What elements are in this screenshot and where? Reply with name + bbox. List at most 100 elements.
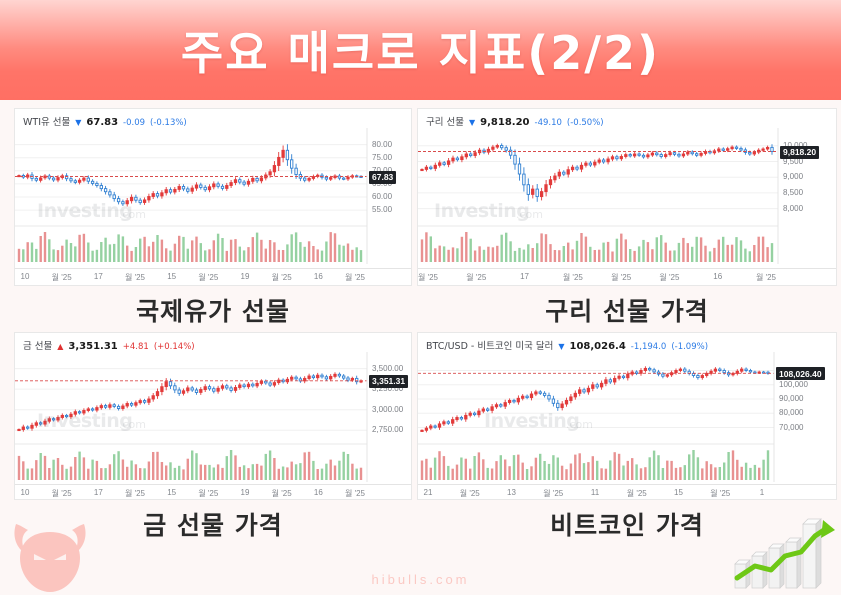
y-axis-tick-label: 70.00 xyxy=(372,166,392,175)
x-axis-tick-label: 월 '25 xyxy=(611,273,632,282)
quote-symbol: BTC/USD - 비트코인 미국 달러 xyxy=(426,341,554,352)
growth-bar-chart-icon xyxy=(734,518,835,589)
x-axis-tick-label: 월 '25 xyxy=(562,273,583,282)
panel-caption: 국제유가 선물 xyxy=(136,297,290,326)
x-axis-tick-label: 16 xyxy=(713,272,723,281)
arrow-down-icon: ▼ xyxy=(558,342,565,351)
plot-area[interactable]: Investing .com 10,0009,5009,0008,5008,00… xyxy=(418,128,836,268)
arrow-up-icon: ▲ xyxy=(57,342,64,351)
y-axis-tick-label: 90,000 xyxy=(779,394,804,403)
x-axis-tick-label: 월 '25 xyxy=(271,489,292,498)
x-axis-tick-label: 21 xyxy=(423,488,433,497)
quote-change-percent: (-0.13%) xyxy=(150,118,187,128)
quote-change: +4.81 xyxy=(122,342,149,352)
quote-change-percent: (-0.50%) xyxy=(566,118,604,128)
x-axis-tick-label: 월 '25 xyxy=(466,273,487,282)
y-axis-tick-label: 3,000.00 xyxy=(372,404,404,414)
quote-symbol: 금 선물 xyxy=(23,341,53,352)
y-axis-tick-label: 80,000 xyxy=(779,408,804,418)
arrow-down-icon: ▼ xyxy=(468,118,476,127)
y-axis-tick-label: 70,000 xyxy=(779,422,804,432)
x-axis-tick-label: 월 '25 xyxy=(417,273,439,282)
plot-area[interactable]: Investing .com 110,000100,00090,00080,00… xyxy=(418,352,836,484)
price-volume-chart xyxy=(15,352,368,482)
quote-change-percent: (-1.09%) xyxy=(671,342,709,352)
y-axis-tick-label: 2,750.00 xyxy=(372,425,404,435)
chart-card[interactable]: 구리 선물 ▼ 9,818.20 -49.10 (-0.50%) Investi… xyxy=(417,108,837,286)
x-axis-tick-label: 월 '25 xyxy=(459,489,480,498)
x-axis-tick-label: 11 xyxy=(590,488,600,497)
bull-head-logo xyxy=(14,524,86,592)
macro-indicator-grid: WTI유 선물 ▼ 67.83 -0.09 (-0.13%) Investing… xyxy=(0,104,841,574)
x-axis-tick-label: 월 '25 xyxy=(543,489,564,498)
quote-header: BTC/USD - 비트코인 미국 달러 ▼ 108,026.4 -1,194.… xyxy=(418,333,836,352)
quote-header: 구리 선물 ▼ 9,818.20 -49.10 (-0.50%) xyxy=(418,109,836,128)
chart-card[interactable]: WTI유 선물 ▼ 67.83 -0.09 (-0.13%) Investing… xyxy=(14,108,412,286)
x-axis-tick-label: 19 xyxy=(240,272,250,281)
x-axis-tick-label: 16 xyxy=(313,488,323,497)
y-axis-tick-label: 8,000 xyxy=(783,203,804,213)
x-axis-tick-label: 17 xyxy=(93,272,103,281)
panel-btc-usd: BTC/USD - 비트코인 미국 달러 ▼ 108,026.4 -1,194.… xyxy=(417,332,837,552)
x-axis-tick-label: 17 xyxy=(93,488,103,497)
x-axis-tick-label: 15 xyxy=(167,488,177,497)
x-axis-tick-label: 월 '25 xyxy=(124,489,146,498)
x-axis-tick-label: 10 xyxy=(20,488,30,497)
x-axis: 21 월 '25 13 월 '25 11 월 '25 15 월 '25 1 xyxy=(418,484,836,499)
x-axis-tick-label: 10 xyxy=(20,272,30,281)
x-axis-tick-label: 1 xyxy=(759,488,765,497)
x-axis: 10 월 '25 17 월 '25 15 월 '25 19 월 '25 16 월 '25 xyxy=(15,484,411,499)
x-axis-tick-label: 월 '25 xyxy=(344,489,366,498)
x-axis-tick-label: 월 '25 xyxy=(198,489,219,498)
x-axis-tick-label: 월 '25 xyxy=(344,273,366,282)
x-axis-tick-label: 월 '25 xyxy=(198,273,219,282)
price-volume-chart xyxy=(15,128,368,264)
x-axis-tick-label: 15 xyxy=(674,488,683,497)
quote-header: WTI유 선물 ▼ 67.83 -0.09 (-0.13%) xyxy=(15,109,411,128)
quote-change: -49.10 xyxy=(534,118,562,128)
quote-header: 금 선물 ▲ 3,351.31 +4.81 (+0.14%) xyxy=(15,333,411,352)
y-axis-tick-label: 3,500.00 xyxy=(372,363,404,373)
quote-last-price: 9,818.20 xyxy=(480,117,530,128)
x-axis-tick-label: 월 '25 xyxy=(271,273,292,282)
x-axis-tick-label: 월 '25 xyxy=(124,273,146,282)
chart-card[interactable]: BTC/USD - 비트코인 미국 달러 ▼ 108,026.4 -1,194.… xyxy=(417,332,837,500)
page-header-banner: 주요 매크로 지표(2/2) xyxy=(0,0,841,100)
quote-symbol: 구리 선물 xyxy=(426,117,464,128)
panel-caption: 구리 선물 가격 xyxy=(545,297,709,326)
plot-area[interactable]: Investing .com 3,500.00 3,250.00 3,000.00 2… xyxy=(15,352,411,484)
current-price-badge: 9,818.20 xyxy=(780,145,820,159)
price-volume-chart xyxy=(418,128,779,264)
current-price-badge: 3,351.31 xyxy=(369,374,409,388)
panel-caption: 금 선물 가격 xyxy=(143,511,283,540)
quote-change: -1,194.0 xyxy=(630,342,667,352)
price-volume-chart xyxy=(418,352,775,482)
panel-copper-futures: 구리 선물 ▼ 9,818.20 -49.10 (-0.50%) Investi… xyxy=(417,108,837,328)
y-axis-tick-label: 9,000 xyxy=(783,172,804,182)
chart-card[interactable]: 금 선물 ▲ 3,351.31 +4.81 (+0.14%) Investing… xyxy=(14,332,412,500)
quote-last-price: 67.83 xyxy=(86,117,119,128)
y-axis-tick-label: 100,000 xyxy=(779,379,808,389)
x-axis-tick-label: 월 '25 xyxy=(626,489,647,498)
y-axis-tick-label: 10,000 xyxy=(783,141,807,150)
y-axis-tick-label: 60.00 xyxy=(372,192,393,201)
x-axis-tick-label: 월 '25 xyxy=(755,273,777,282)
x-axis-tick-label: 월 '25 xyxy=(659,273,680,282)
quote-last-price: 3,351.31 xyxy=(68,341,118,352)
x-axis: 10 월 '25 17 월 '25 15 월 '25 19 월 '25 16 월 '25 xyxy=(15,268,411,285)
quote-change: -0.09 xyxy=(123,118,146,128)
plot-area[interactable]: Investing .com 80.0075.0070.0065.0060.00… xyxy=(15,128,411,268)
current-price-badge: 108,026.40 xyxy=(776,367,825,381)
y-axis-tick-label: 3,250.00 xyxy=(372,384,404,394)
x-axis-tick-label: 15 xyxy=(167,272,177,281)
quote-last-price: 108,026.4 xyxy=(569,341,626,352)
y-axis-tick-label: 8,500 xyxy=(783,187,804,197)
page-title: 주요 매크로 지표(2/2) xyxy=(180,26,661,80)
panel-wti-crude-futures: WTI유 선물 ▼ 67.83 -0.09 (-0.13%) Investing… xyxy=(14,108,412,328)
x-axis: 월 '25 월 '25 17 월 '25 월 '25 월 '25 16 월 '25 xyxy=(417,268,836,285)
quote-change-percent: (+0.14%) xyxy=(153,342,195,352)
y-axis-tick-label: 80.00 xyxy=(372,139,393,149)
quote-symbol: WTI유 선물 xyxy=(23,117,71,128)
x-axis-tick-label: 17 xyxy=(520,272,530,281)
arrow-down-icon: ▼ xyxy=(75,118,82,127)
